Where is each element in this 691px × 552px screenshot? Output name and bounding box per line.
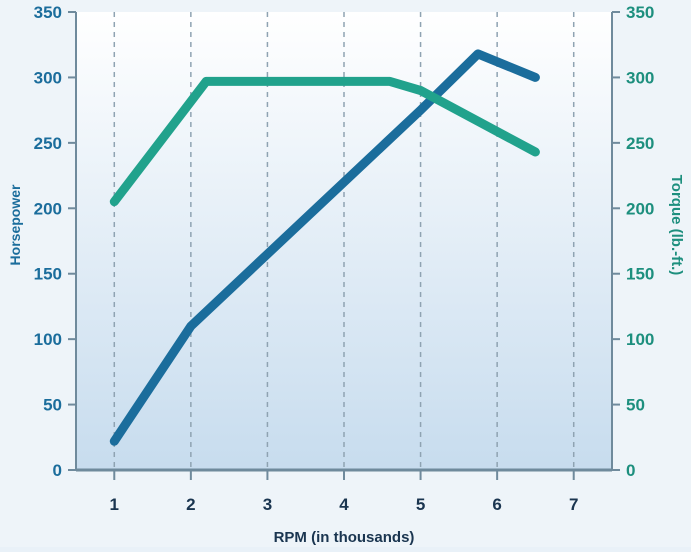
y-tick-label-right: 300 xyxy=(626,68,654,87)
series xyxy=(109,49,540,446)
series-line-horsepower xyxy=(109,49,540,446)
tick-labels: 1 2 3 4 5 6 7 0 0 50 50 100 100 150 150 200 200 250 250 300… xyxy=(34,3,655,514)
y-tick-label-right: 350 xyxy=(626,3,654,22)
x-tick-label: 5 xyxy=(416,495,425,514)
y-tick-label-left: 0 xyxy=(53,461,62,480)
series-line-torque xyxy=(109,76,540,207)
y-tick-label-left: 100 xyxy=(34,330,62,349)
y-tick-label-left: 50 xyxy=(43,396,62,415)
x-tick-label: 6 xyxy=(492,495,501,514)
x-tick-label: 1 xyxy=(110,495,119,514)
y-tick-label-right: 250 xyxy=(626,134,654,153)
y-tick-label-left: 150 xyxy=(34,265,62,284)
x-tick-label: 2 xyxy=(186,495,195,514)
grid xyxy=(113,12,575,470)
y-tick-label-right: 0 xyxy=(626,461,635,480)
x-tick-label: 3 xyxy=(263,495,272,514)
y-tick-label-left: 200 xyxy=(34,199,62,218)
y-tick-label-left: 350 xyxy=(34,3,62,22)
y-axis-label-left: Horsepower xyxy=(7,184,23,265)
y-tick-label-right: 150 xyxy=(626,265,654,284)
y-tick-label-right: 200 xyxy=(626,199,654,218)
y-tick-label-right: 50 xyxy=(626,396,645,415)
x-tick-label: 7 xyxy=(569,495,578,514)
y-tick-label-left: 250 xyxy=(34,134,62,153)
y-axis-label-right: Torque (lb.-ft.) xyxy=(668,175,685,276)
x-tick-label: 4 xyxy=(339,495,349,514)
y-tick-label-left: 300 xyxy=(34,68,62,87)
x-axis-label: RPM (in thousands) xyxy=(274,529,415,546)
y-tick-label-right: 100 xyxy=(626,330,654,349)
